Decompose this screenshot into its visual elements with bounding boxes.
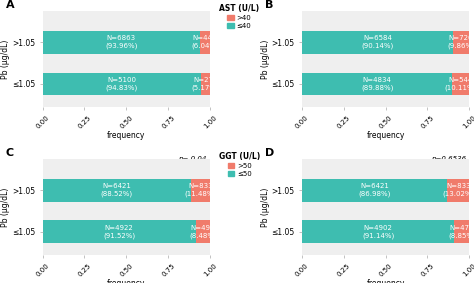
Bar xyxy=(302,220,455,243)
Text: N=278
(5.17%): N=278 (5.17%) xyxy=(192,77,219,91)
Y-axis label: Pb (μg/dL): Pb (μg/dL) xyxy=(261,39,270,79)
Y-axis label: Pb (μg/dL): Pb (μg/dL) xyxy=(1,187,10,227)
Text: N=6421
(86.98%): N=6421 (86.98%) xyxy=(358,183,391,197)
Bar xyxy=(196,220,210,243)
Bar xyxy=(455,220,469,243)
Bar xyxy=(43,31,200,54)
X-axis label: frequency: frequency xyxy=(107,131,146,140)
Text: N=833
(13.02%): N=833 (13.02%) xyxy=(442,183,474,197)
Legend: >50, ≤50: >50, ≤50 xyxy=(219,151,261,177)
Bar xyxy=(191,179,210,202)
Text: N=476
(8.85%): N=476 (8.85%) xyxy=(448,225,474,239)
Bar xyxy=(302,179,447,202)
Bar xyxy=(452,72,469,95)
Text: N=4922
(91.52%): N=4922 (91.52%) xyxy=(103,225,135,239)
Bar xyxy=(43,179,191,202)
Text: N=720
(9.86%): N=720 (9.86%) xyxy=(447,35,474,50)
Bar xyxy=(201,72,210,95)
Text: N=4834
(89.88%): N=4834 (89.88%) xyxy=(361,77,393,91)
Text: p=0.6536: p=0.6536 xyxy=(431,156,466,162)
Bar xyxy=(43,220,196,243)
Y-axis label: Pb (μg/dL): Pb (μg/dL) xyxy=(1,39,10,79)
Bar xyxy=(302,72,452,95)
Text: N=5100
(94.83%): N=5100 (94.83%) xyxy=(106,77,138,91)
Text: B: B xyxy=(265,0,273,10)
Text: N=4902
(91.14%): N=4902 (91.14%) xyxy=(362,225,394,239)
Text: N=833
(11.48%): N=833 (11.48%) xyxy=(184,183,217,197)
Bar xyxy=(453,31,469,54)
Bar xyxy=(200,31,210,54)
Text: A: A xyxy=(6,0,15,10)
Bar xyxy=(302,31,453,54)
Text: C: C xyxy=(6,148,14,158)
Text: N=544
(10.11%): N=544 (10.11%) xyxy=(445,77,474,91)
Y-axis label: Pb (μg/dL): Pb (μg/dL) xyxy=(261,187,270,227)
Bar xyxy=(43,72,201,95)
Legend: >40, ≤40: >40, ≤40 xyxy=(219,3,260,29)
Text: p= 0.04: p= 0.04 xyxy=(178,156,207,162)
Text: N=6863
(93.96%): N=6863 (93.96%) xyxy=(105,35,137,50)
X-axis label: frequency: frequency xyxy=(366,279,405,283)
Text: N=6421
(88.52%): N=6421 (88.52%) xyxy=(100,183,133,197)
Text: N=441
(6.04%): N=441 (6.04%) xyxy=(191,35,219,50)
X-axis label: frequency: frequency xyxy=(366,131,405,140)
Bar xyxy=(447,179,469,202)
Text: D: D xyxy=(265,148,274,158)
Text: N=6584
(90.14%): N=6584 (90.14%) xyxy=(361,35,393,50)
Text: N=496
(8.48%): N=496 (8.48%) xyxy=(189,225,217,239)
X-axis label: frequency: frequency xyxy=(107,279,146,283)
